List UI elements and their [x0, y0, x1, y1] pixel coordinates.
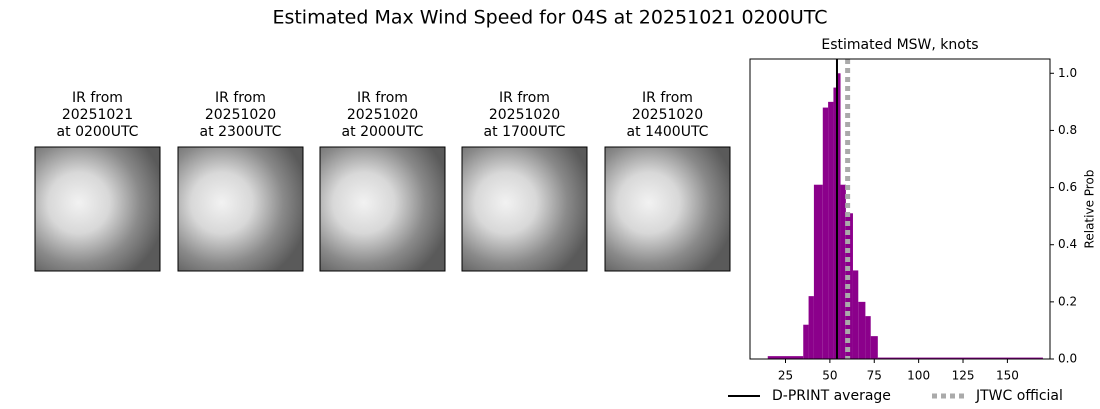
satellite-image: [461, 146, 588, 272]
satellite-image: [34, 146, 161, 272]
x-tick-label: 50: [822, 369, 837, 383]
bar: [870, 336, 878, 359]
satellite-image: [319, 146, 446, 272]
x-tick-label: 75: [867, 369, 882, 383]
bar: [858, 301, 866, 359]
panel-title: 20251020: [205, 107, 276, 123]
x-tick-label: 100: [907, 369, 930, 383]
x-tick-label: 125: [952, 369, 975, 383]
y-tick-label: 0.0: [1058, 352, 1077, 366]
panel-title: at 0200UTC: [57, 124, 139, 140]
bar: [877, 357, 1043, 359]
panel-title: at 1700UTC: [484, 124, 566, 140]
panel-title: IR from: [642, 90, 693, 106]
y-tick-label: 0.8: [1058, 123, 1077, 137]
bar: [767, 356, 804, 359]
legend-label: JTWC official: [975, 388, 1063, 404]
bar: [852, 270, 859, 359]
panel-title: IR from: [72, 90, 123, 106]
y-tick-label: 0.4: [1058, 237, 1077, 251]
panel-title: IR from: [499, 90, 550, 106]
x-tick-label: 25: [778, 369, 793, 383]
panel-title: IR from: [215, 90, 266, 106]
legend-label: D-PRINT average: [772, 388, 891, 404]
bar: [828, 101, 834, 359]
panel-title: 20251020: [347, 107, 418, 123]
bar: [803, 324, 809, 359]
panel-title: IR from: [357, 90, 408, 106]
panel-title: at 2300UTC: [200, 124, 282, 140]
satellite-image: [177, 146, 304, 272]
bar: [840, 184, 846, 359]
chart-title: Estimated MSW, knots: [821, 37, 978, 53]
panel-title: 20251021: [62, 107, 133, 123]
y-tick-label: 0.2: [1058, 294, 1077, 308]
bar: [865, 316, 871, 359]
plot-frame: [749, 58, 1051, 360]
satellite-image: [604, 146, 731, 272]
figure-title: Estimated Max Wind Speed for 04S at 2025…: [272, 7, 827, 29]
panel-title: 20251020: [632, 107, 703, 123]
bar: [836, 73, 841, 360]
x-tick-label: 150: [996, 369, 1019, 383]
panel-title: at 2000UTC: [342, 124, 424, 140]
y-axis-label: Relative Prob: [1083, 170, 1097, 249]
y-tick-label: 0.6: [1058, 180, 1077, 194]
bar: [813, 184, 823, 359]
panel-title: at 1400UTC: [627, 124, 709, 140]
bar: [822, 107, 829, 359]
bar: [808, 296, 814, 359]
y-tick-label: 1.0: [1058, 66, 1077, 80]
panel-title: 20251020: [489, 107, 560, 123]
bar: [833, 87, 837, 360]
